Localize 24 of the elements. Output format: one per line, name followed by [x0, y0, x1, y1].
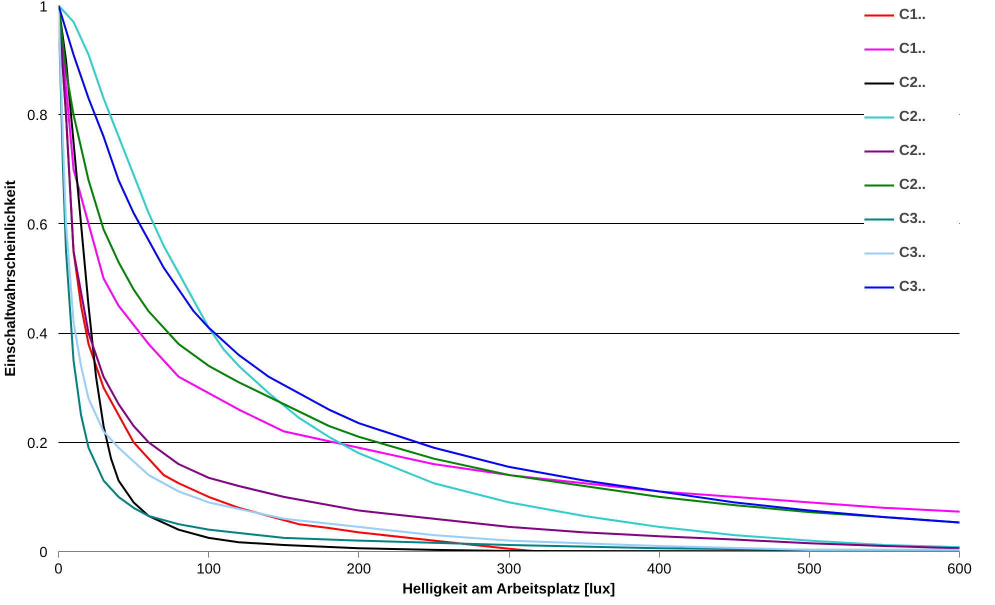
legend-label: C1.. [899, 41, 927, 57]
legend-label: C2.. [899, 177, 927, 193]
legend-label: C3.. [899, 211, 927, 227]
y-tick-label: 0 [39, 545, 48, 561]
y-axis-title: Einschaltwahrscheinlichkeit [3, 180, 20, 377]
legend-label: C2.. [899, 75, 927, 91]
y-tick-label: 0.8 [27, 108, 48, 124]
x-tick-label: 500 [797, 562, 822, 578]
legend-label: C1.. [899, 7, 927, 23]
x-tick-label: 400 [646, 562, 672, 578]
y-tick-label: 0.2 [27, 436, 48, 452]
legend-label: C3.. [899, 279, 927, 295]
legend-label: C2.. [899, 109, 927, 125]
y-tick-label: 0.4 [27, 326, 48, 343]
x-tick-label: 100 [196, 562, 221, 578]
x-tick-label: 200 [346, 562, 372, 578]
legend-label: C3.. [899, 245, 927, 261]
x-tick-label: 0 [54, 562, 63, 578]
y-tick-label: 1 [39, 0, 48, 16]
x-tick-label: 600 [947, 562, 972, 578]
legend-label: C2.. [899, 143, 927, 159]
y-tick-label: 0.6 [27, 217, 48, 234]
x-axis-title: Helligkeit am Arbeitsplatz [lux] [402, 582, 616, 598]
x-tick-label: 300 [496, 562, 522, 578]
